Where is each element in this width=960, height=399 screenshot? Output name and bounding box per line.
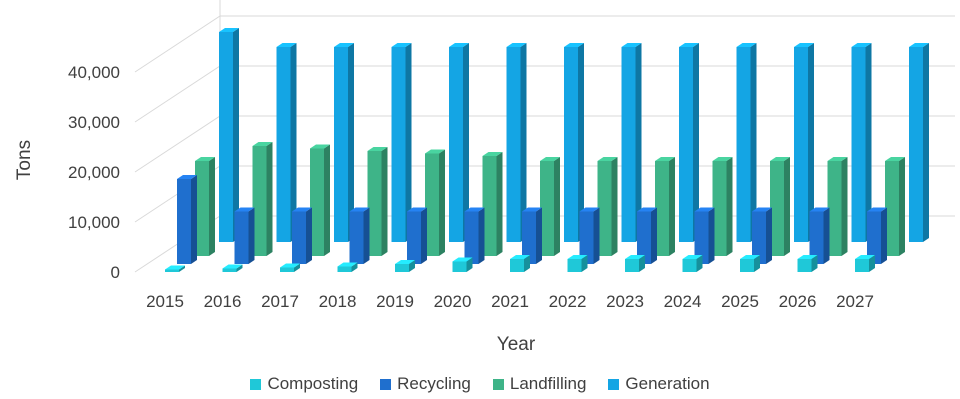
bar-generation-2017	[334, 43, 354, 242]
x-tick-label: 2025	[721, 292, 759, 311]
bar-landfilling-2017	[310, 144, 330, 256]
legend-swatch	[380, 378, 392, 390]
bar-recycling-2017	[292, 207, 312, 264]
bar-landfilling-2025	[770, 157, 790, 256]
bar-composting-2022	[567, 255, 588, 272]
x-tick-label: 2022	[549, 292, 587, 311]
bar-landfilling-2026	[827, 157, 848, 256]
x-axis-ticks: 2015 2016 2017 2018 2019 2020 2021 2022 2023 2024…	[146, 292, 874, 311]
x-tick-label: 2027	[836, 292, 874, 311]
bar-composting-2027	[855, 255, 875, 272]
bar-composting-2015	[165, 265, 185, 272]
bar-landfilling-2024	[712, 157, 733, 256]
bar-generation-2016	[276, 43, 297, 242]
bar-composting-2024	[682, 255, 703, 272]
y-tick-label: 10,000	[68, 213, 120, 232]
bar-recycling-2022	[579, 207, 600, 264]
bar-composting-2017	[280, 263, 300, 272]
x-tick-label: 2026	[779, 292, 817, 311]
bar-generation-2021	[564, 43, 584, 242]
bar-recycling-2024	[694, 207, 715, 264]
x-tick-label: 2019	[376, 292, 414, 311]
x-axis-label: Year	[497, 334, 536, 355]
bar-generation-2026	[851, 43, 872, 242]
bar-landfilling-2015	[195, 157, 215, 256]
x-tick-label: 2023	[606, 292, 644, 311]
legend-swatch	[250, 378, 262, 390]
bar-landfilling-2022	[597, 157, 618, 256]
bar-landfilling-2021	[540, 157, 560, 256]
y-axis-ticks: 0 10,000 20,000 30,000 40,000	[68, 63, 120, 282]
bar-composting-2023	[625, 255, 645, 272]
bar-landfilling-2016	[252, 142, 273, 256]
bar-recycling-2015	[177, 175, 197, 264]
bar-generation-2019	[449, 43, 469, 242]
bar-generation-2018	[391, 43, 412, 242]
bar-generation-2015	[219, 28, 239, 242]
bar-recycling-2025	[752, 207, 772, 264]
y-tick-label: 30,000	[68, 113, 120, 132]
bar-landfilling-2020	[482, 152, 503, 256]
x-tick-label: 2021	[491, 292, 529, 311]
x-tick-label: 2017	[261, 292, 299, 311]
y-axis-label: Tons	[14, 140, 35, 180]
bar-landfilling-2023	[655, 157, 675, 256]
legend-label: Landfilling	[509, 374, 587, 393]
bars	[165, 28, 929, 272]
bar-generation-2024	[736, 43, 757, 242]
y-tick-label: 40,000	[68, 63, 120, 82]
bar-recycling-2019	[407, 207, 427, 264]
bar-composting-2016	[222, 264, 243, 272]
legend-item-recycling: Recycling	[380, 374, 471, 394]
legend-swatch	[608, 378, 620, 390]
bar-composting-2021	[510, 255, 530, 272]
bar-recycling-2018	[349, 207, 370, 264]
legend-label: Generation	[625, 374, 710, 393]
bar-recycling-2021	[522, 207, 542, 264]
legend-label: Composting	[267, 374, 359, 393]
bar-composting-2026	[797, 255, 818, 272]
x-tick-label: 2016	[204, 292, 242, 311]
bar-recycling-2020	[464, 207, 485, 264]
legend: Composting Recycling Landfilling Generation	[0, 372, 960, 396]
bar-recycling-2027	[867, 207, 887, 264]
legend-item-composting: Composting	[250, 374, 358, 394]
bar-generation-2020	[506, 43, 527, 242]
bar-composting-2025	[740, 255, 760, 272]
bar-landfilling-2018	[367, 147, 388, 256]
bar-generation-2022	[621, 43, 642, 242]
bar-generation-2025	[794, 43, 814, 242]
x-tick-label: 2024	[664, 292, 702, 311]
y-tick-label: 0	[111, 263, 120, 282]
x-tick-label: 2015	[146, 292, 184, 311]
legend-label: Recycling	[397, 374, 471, 393]
gridline	[134, 65, 955, 123]
bar-recycling-2016	[234, 207, 255, 264]
bar-recycling-2023	[637, 207, 657, 264]
legend-item-landfilling: Landfilling	[492, 374, 587, 394]
legend-swatch	[492, 378, 504, 390]
bar-recycling-2026	[809, 207, 830, 264]
legend-item-generation: Generation	[608, 374, 710, 394]
bar-generation-2027	[909, 43, 929, 242]
gridline	[134, 15, 955, 73]
x-tick-label: 2020	[434, 292, 472, 311]
bar-composting-2018	[337, 262, 358, 272]
x-tick-label: 2018	[319, 292, 357, 311]
bar-composting-2019	[395, 260, 415, 272]
bar-composting-2020	[452, 257, 473, 272]
bar-landfilling-2027	[885, 157, 905, 256]
y-tick-label: 20,000	[68, 163, 120, 182]
bar-generation-2023	[679, 43, 699, 242]
bar-landfilling-2019	[425, 149, 445, 256]
